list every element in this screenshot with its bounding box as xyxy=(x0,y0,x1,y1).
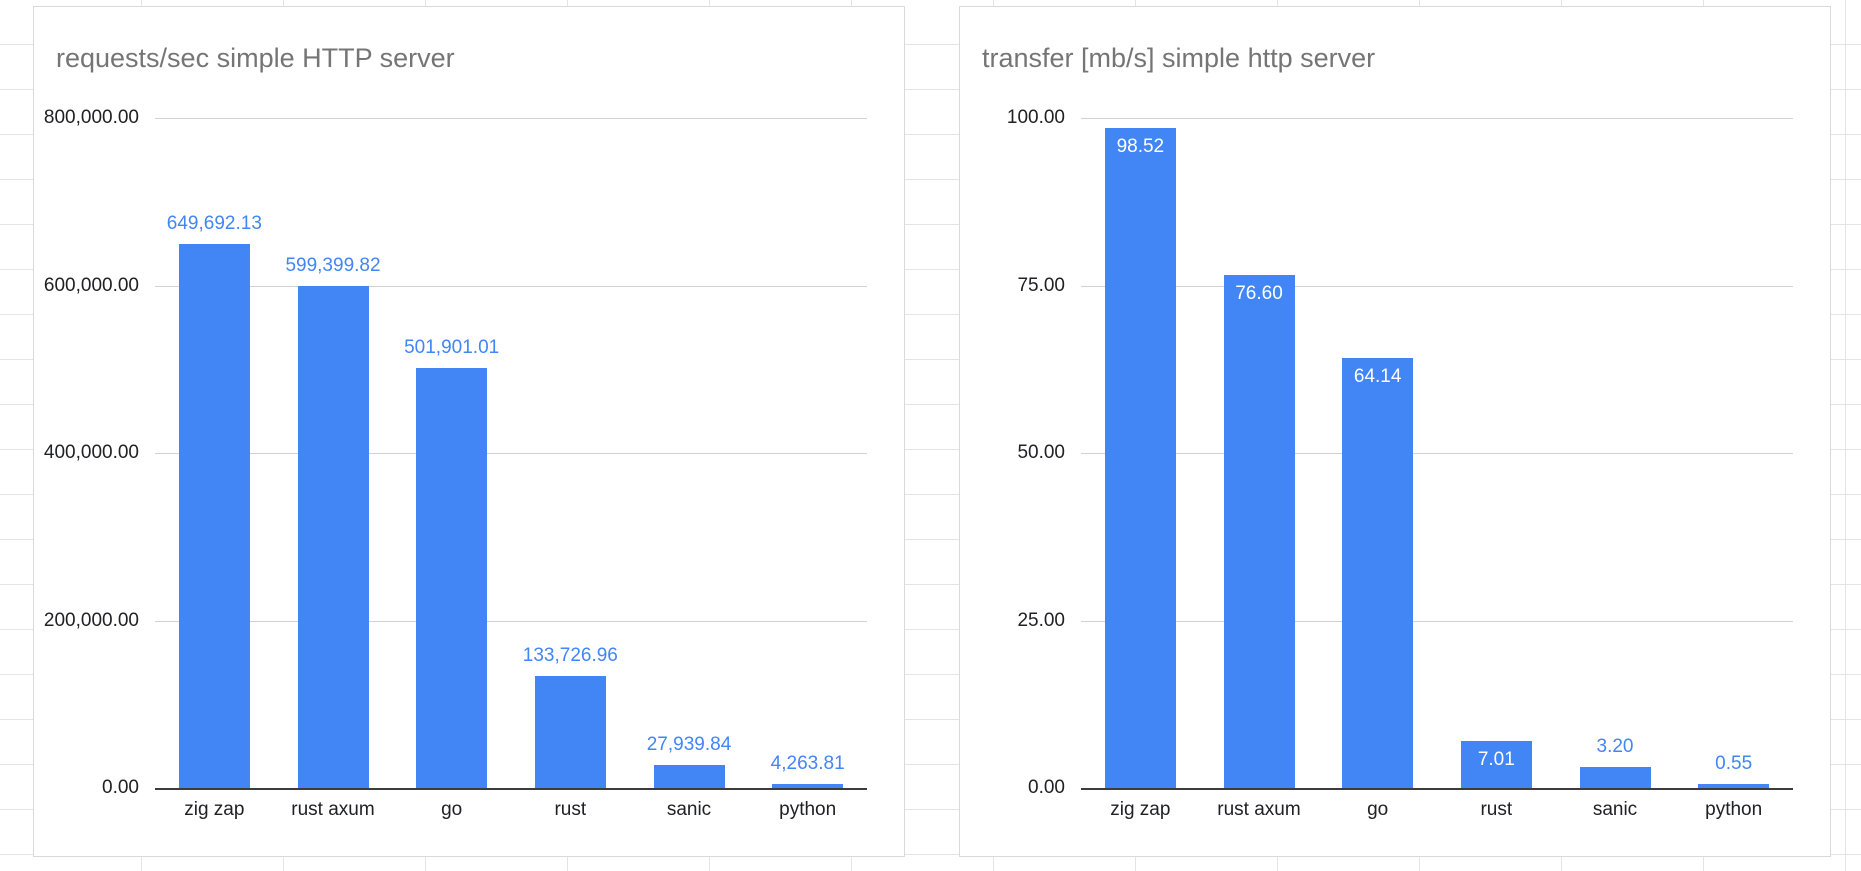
x-axis-category-label: go xyxy=(441,799,463,820)
gridline xyxy=(1081,285,1793,287)
y-axis-tick-label: 200,000.00 xyxy=(43,609,139,631)
bar-zig-zap[interactable] xyxy=(1104,127,1176,788)
plot-area: 0.00 25.00 50.00 75.00 100.00 98.52 zig zap 76.… xyxy=(1007,107,1793,820)
chart-title: transfer [mb/s] simple http server xyxy=(982,43,1376,73)
value-label: 76.60 xyxy=(1235,282,1283,304)
chart-title: requests/sec simple HTTP server xyxy=(56,43,455,73)
x-axis-category-label: python xyxy=(779,799,837,820)
y-axis-tick-label: 0.00 xyxy=(102,777,139,798)
chart-card-transfer-mbs[interactable]: transfer [mb/s] simple http server 0.00 2… xyxy=(959,6,1831,857)
bar-sanic[interactable] xyxy=(1579,766,1651,788)
x-axis-category-label: sanic xyxy=(666,799,712,820)
x-axis-category-label: rust axum xyxy=(1217,799,1301,820)
bar-zig-zap[interactable] xyxy=(178,243,250,788)
value-label: 64.14 xyxy=(1353,366,1402,388)
bar-rust-axum[interactable] xyxy=(297,286,369,788)
y-axis-tick-label: 800,000.00 xyxy=(43,107,139,128)
bar-python[interactable] xyxy=(1698,784,1770,788)
value-label: 27,939.84 xyxy=(646,733,732,755)
value-label: 7.01 xyxy=(1477,749,1515,771)
value-label: 3.20 xyxy=(1596,735,1634,757)
x-axis-category-label: rust axum xyxy=(291,799,375,820)
gridline xyxy=(1081,118,1793,119)
value-label: 501,901.01 xyxy=(404,336,500,358)
y-axis-tick-label: 400,000.00 xyxy=(43,442,139,463)
x-axis-category-label: sanic xyxy=(1592,799,1638,820)
value-label: 98.52 xyxy=(1116,135,1165,157)
y-axis-tick-label: 75.00 xyxy=(1017,274,1065,296)
value-label: 599,399.82 xyxy=(285,255,381,277)
y-axis-tick-label: 25.00 xyxy=(1017,609,1065,631)
value-label: 649,692.13 xyxy=(166,212,262,234)
x-axis-category-label: zig zap xyxy=(184,799,245,820)
y-axis-tick-label: 0.00 xyxy=(1028,777,1065,798)
value-label: 133,726.96 xyxy=(522,645,618,667)
gridline xyxy=(155,453,867,454)
x-axis-category-label: zig zap xyxy=(1110,799,1171,820)
gridline xyxy=(1081,620,1793,622)
value-label: 4,263.81 xyxy=(770,753,845,775)
bar-go[interactable] xyxy=(1342,358,1414,788)
value-label: 0.55 xyxy=(1715,753,1753,775)
y-axis-tick-label: 100.00 xyxy=(1006,107,1065,128)
gridline xyxy=(155,620,867,622)
gridline xyxy=(1081,453,1793,454)
y-axis-tick-label: 50.00 xyxy=(1017,442,1065,463)
x-axis-category-label: go xyxy=(1367,799,1389,820)
bar-rust-axum[interactable] xyxy=(1223,274,1295,788)
bar-rust[interactable] xyxy=(1460,741,1532,788)
plot-area: 0.00 200,000.00 400,000.00 600,000.00 800,00… xyxy=(44,107,867,820)
x-axis-category-label: python xyxy=(1705,799,1763,820)
x-axis-category-label: rust xyxy=(1480,799,1513,820)
bar-sanic[interactable] xyxy=(653,764,725,788)
gridline xyxy=(155,285,867,287)
y-axis-tick-label: 600,000.00 xyxy=(43,274,139,296)
bar-rust[interactable] xyxy=(534,676,606,788)
chart-card-requests-per-sec[interactable]: requests/sec simple HTTP server 0.00 200,… xyxy=(33,6,905,857)
bar-go[interactable] xyxy=(416,367,488,788)
gridline xyxy=(155,118,867,119)
bar-python[interactable] xyxy=(772,784,844,788)
x-axis-category-label: rust xyxy=(554,799,587,820)
